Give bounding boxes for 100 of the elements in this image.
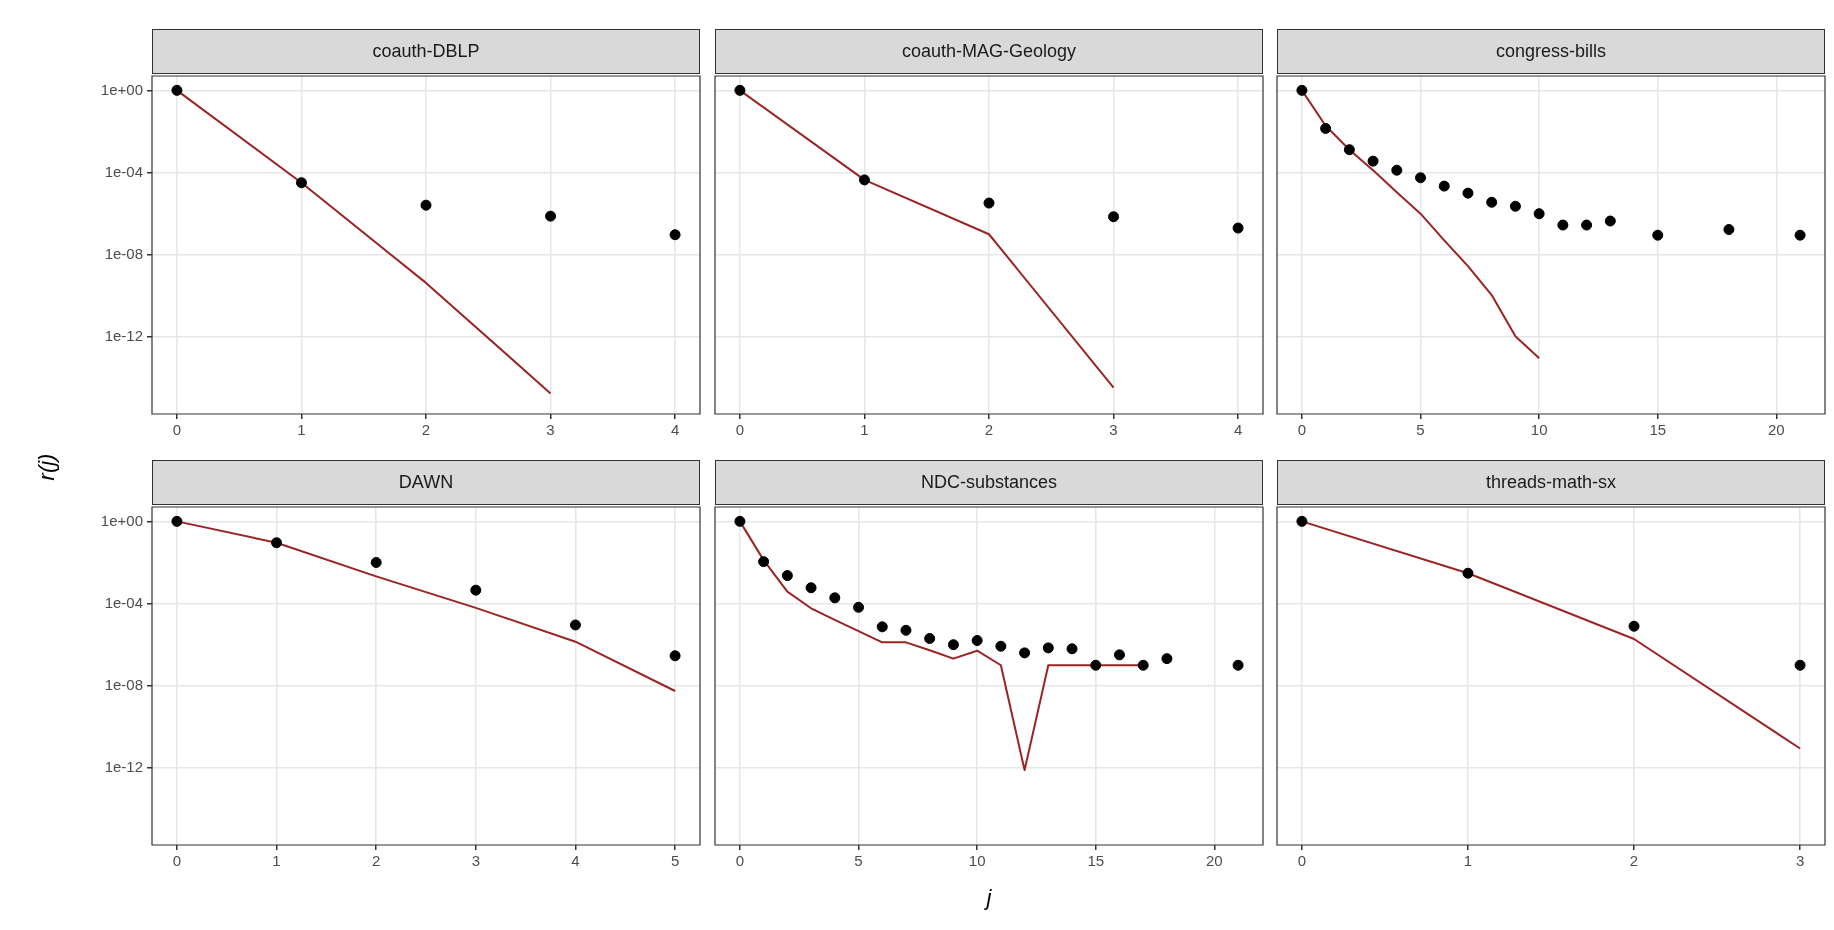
x-tick-label: 2 bbox=[1629, 852, 1639, 870]
point bbox=[1557, 219, 1569, 231]
point bbox=[370, 556, 382, 568]
point bbox=[995, 640, 1007, 652]
point bbox=[1367, 155, 1379, 167]
point bbox=[1232, 222, 1244, 234]
point bbox=[669, 229, 681, 241]
point bbox=[1296, 84, 1308, 96]
point bbox=[669, 650, 681, 662]
point bbox=[734, 515, 746, 527]
x-tick-label: 0 bbox=[735, 421, 745, 439]
point bbox=[1604, 215, 1616, 227]
point bbox=[1533, 208, 1545, 220]
point bbox=[758, 556, 770, 568]
point bbox=[171, 515, 183, 527]
x-tick-label: 3 bbox=[546, 421, 555, 439]
point bbox=[1320, 122, 1332, 134]
point bbox=[1391, 164, 1403, 176]
point bbox=[805, 582, 817, 594]
point bbox=[1462, 187, 1474, 199]
x-tick-label: 2 bbox=[421, 421, 431, 439]
point bbox=[271, 537, 283, 549]
point bbox=[1415, 172, 1427, 184]
point bbox=[924, 633, 936, 645]
x-tick-label: 1 bbox=[297, 421, 306, 439]
point bbox=[1066, 643, 1078, 655]
point bbox=[1137, 659, 1149, 671]
x-tick-label: 20 bbox=[1206, 852, 1223, 870]
point bbox=[171, 84, 183, 96]
x-tick-label: 1 bbox=[272, 852, 281, 870]
x-tick-label: 5 bbox=[1416, 421, 1425, 439]
x-tick-label: 15 bbox=[1649, 421, 1667, 439]
y-tick-label: 1e+00 bbox=[100, 80, 143, 98]
y-tick-label: 1e-04 bbox=[104, 593, 143, 611]
x-tick-label: 10 bbox=[968, 852, 986, 870]
x-tick-label: 5 bbox=[670, 852, 680, 870]
x-tick-label: 4 bbox=[571, 852, 580, 870]
point bbox=[1108, 211, 1120, 223]
chart-title: threads-math-sx bbox=[1277, 460, 1825, 505]
x-tick-label: 10 bbox=[1530, 421, 1548, 439]
y-tick-label: 1e-08 bbox=[104, 244, 143, 262]
x-tick-label: 0 bbox=[1297, 421, 1307, 439]
y-tick-label: 1e-12 bbox=[104, 758, 143, 776]
point bbox=[1232, 659, 1244, 671]
chart-title: coauth-DBLP bbox=[152, 29, 700, 74]
point bbox=[971, 635, 983, 646]
x-tick-label: 1 bbox=[1463, 852, 1473, 870]
point bbox=[947, 639, 959, 651]
point bbox=[295, 177, 307, 189]
point bbox=[1794, 229, 1806, 241]
x-tick-label: 0 bbox=[1297, 852, 1307, 870]
point bbox=[876, 621, 888, 633]
chart-title: coauth-MAG-Geology bbox=[715, 29, 1263, 74]
point bbox=[1794, 659, 1806, 671]
y-axis-title: r(j) bbox=[34, 452, 60, 483]
point bbox=[983, 197, 995, 209]
y-tick-label: 1e-04 bbox=[104, 162, 143, 180]
point bbox=[1462, 567, 1474, 579]
x-tick-label: 5 bbox=[854, 852, 863, 870]
point bbox=[1486, 196, 1498, 208]
point bbox=[420, 199, 432, 211]
point bbox=[1113, 649, 1125, 661]
x-tick-label: 3 bbox=[1795, 852, 1805, 870]
point bbox=[1090, 659, 1102, 671]
point bbox=[1438, 180, 1450, 192]
x-tick-label: 15 bbox=[1087, 852, 1105, 870]
point bbox=[1581, 219, 1593, 231]
x-tick-label: 2 bbox=[984, 421, 994, 439]
x-tick-label: 0 bbox=[735, 852, 745, 870]
point bbox=[1628, 620, 1640, 632]
point bbox=[1343, 144, 1355, 156]
x-tick-label: 1 bbox=[860, 421, 869, 439]
point bbox=[545, 210, 557, 222]
chart-title: NDC-substances bbox=[715, 460, 1263, 505]
x-tick-label: 0 bbox=[172, 421, 182, 439]
point bbox=[781, 570, 793, 582]
chart-title: DAWN bbox=[152, 460, 700, 505]
point bbox=[1723, 224, 1735, 236]
point bbox=[470, 584, 482, 596]
point bbox=[1019, 647, 1031, 659]
point bbox=[858, 174, 870, 186]
point bbox=[1296, 515, 1308, 527]
point bbox=[569, 619, 581, 631]
point bbox=[1652, 229, 1664, 241]
point bbox=[1042, 642, 1054, 654]
x-tick-label: 20 bbox=[1768, 421, 1785, 439]
y-tick-label: 1e-08 bbox=[104, 675, 143, 693]
chart-title: congress-bills bbox=[1277, 29, 1825, 74]
x-tick-label: 0 bbox=[172, 852, 182, 870]
x-axis-title: j bbox=[983, 885, 993, 911]
x-tick-label: 4 bbox=[1233, 421, 1243, 439]
point bbox=[1509, 200, 1521, 212]
point bbox=[734, 84, 746, 96]
x-tick-label: 4 bbox=[670, 421, 680, 439]
y-tick-label: 1e-12 bbox=[104, 327, 143, 345]
x-tick-label: 3 bbox=[471, 852, 480, 870]
point bbox=[1161, 653, 1173, 665]
x-tick-label: 2 bbox=[372, 852, 381, 870]
point bbox=[829, 592, 841, 604]
y-tick-label: 1e+00 bbox=[100, 511, 143, 529]
